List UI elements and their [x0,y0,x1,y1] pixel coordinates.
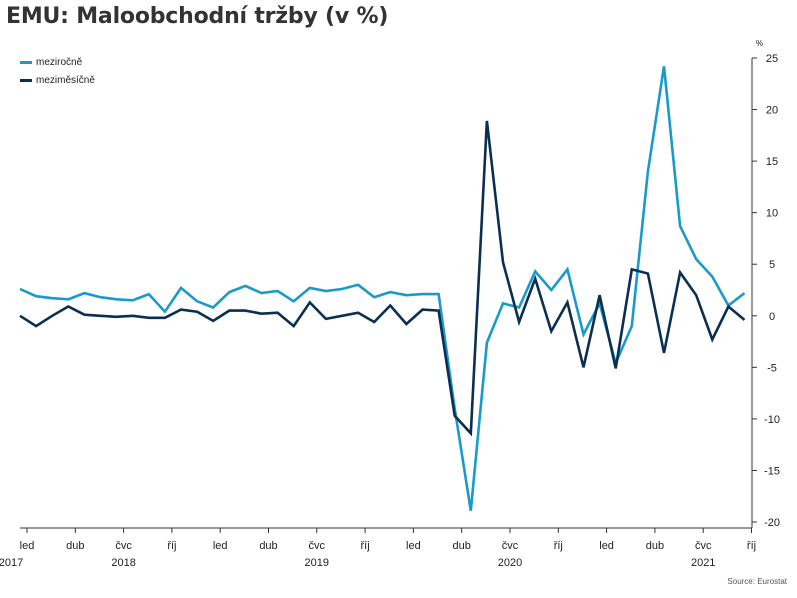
y-tick-label: 25 [766,53,778,65]
x-tick-label: led [599,540,614,552]
x-tick-label: dub [66,540,84,552]
legend-swatch-mom [20,78,32,82]
series-line-yoy [19,66,746,511]
x-year-label: 2020 [498,557,522,569]
legend-item-yoy: meziročně [20,53,95,71]
x-year-label: 2018 [111,557,135,569]
y-axis-unit: % [756,39,763,48]
legend-label-mom: meziměsíčně [36,74,95,86]
y-tick-label: -10 [764,414,780,426]
x-ticks: led 2017 dub čvc 2018 říj led dub čvc 2019 říj led d… [0,528,756,569]
y-tick-label: 5 [769,259,775,271]
y-tick-label: -5 [767,362,777,374]
y-ticks: 25 20 15 10 5 0 -5 -10 -15 -20 [752,53,780,529]
page-title: EMU: Maloobchodní tržby (v %) [6,4,389,29]
x-tick-label: čvc [695,540,712,552]
x-tick-label: led [213,540,228,552]
x-year-label: 2019 [305,557,329,569]
series-line-mom [19,120,746,437]
y-tick-label: 10 [766,208,778,220]
x-tick-label: říj [167,540,176,552]
x-year-label: 2021 [691,557,715,569]
x-tick-label: led [406,540,421,552]
x-tick-label: led [20,540,35,552]
x-tick-label: čvc [309,540,326,552]
x-tick-label: říj [361,540,370,552]
x-tick-label: dub [259,540,277,552]
x-tick-label: čvc [502,540,519,552]
y-tick-label: 20 [766,105,778,117]
legend-swatch-yoy [20,60,32,64]
x-tick-label: říj [554,540,563,552]
y-tick-label: -15 [764,465,780,477]
y-tick-label: -20 [764,517,780,529]
series-lines [19,66,746,511]
x-tick-label: dub [453,540,471,552]
x-tick-label: říj [747,540,756,552]
legend-item-mom: meziměsíčně [20,71,95,89]
x-tick-label: čvc [115,540,132,552]
x-tick-label: dub [646,540,664,552]
legend: meziročně meziměsíčně [20,53,95,89]
y-tick-label: 15 [766,156,778,168]
legend-label-yoy: meziročně [36,56,83,68]
y-tick-label: 0 [769,311,775,323]
x-year-label: 2017 [0,557,23,569]
source-note: Source: Eurostat [727,577,787,586]
